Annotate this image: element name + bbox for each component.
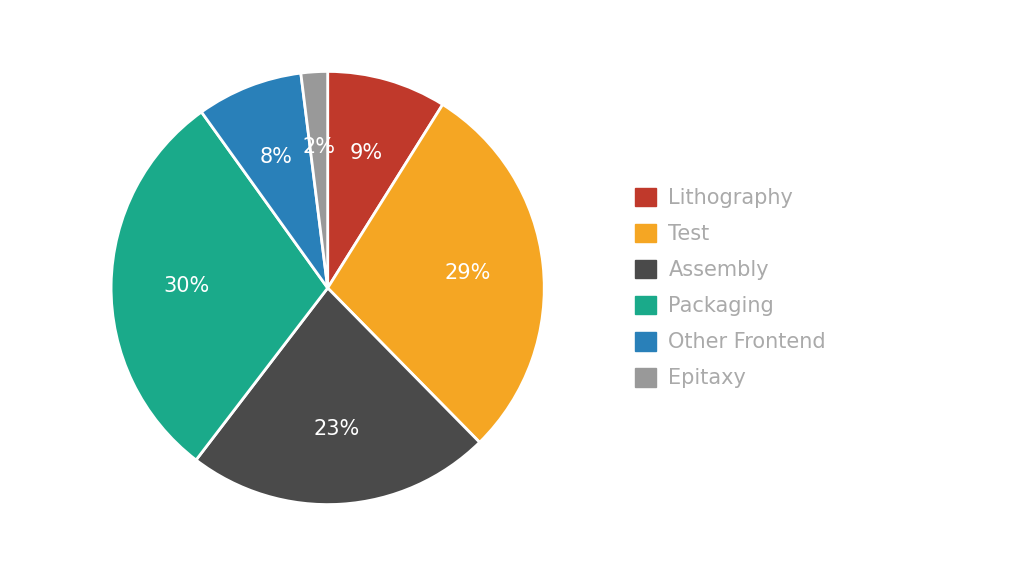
- Wedge shape: [328, 104, 544, 442]
- Text: 8%: 8%: [260, 147, 293, 167]
- Wedge shape: [112, 112, 328, 460]
- Wedge shape: [196, 288, 479, 505]
- Wedge shape: [301, 71, 328, 288]
- Text: 9%: 9%: [350, 143, 383, 162]
- Text: 30%: 30%: [164, 276, 210, 296]
- Text: 2%: 2%: [302, 138, 336, 157]
- Wedge shape: [202, 73, 328, 288]
- Text: 29%: 29%: [444, 263, 490, 283]
- Text: 23%: 23%: [313, 419, 359, 438]
- Wedge shape: [328, 71, 442, 288]
- Legend: Lithography, Test, Assembly, Packaging, Other Frontend, Epitaxy: Lithography, Test, Assembly, Packaging, …: [635, 188, 826, 388]
